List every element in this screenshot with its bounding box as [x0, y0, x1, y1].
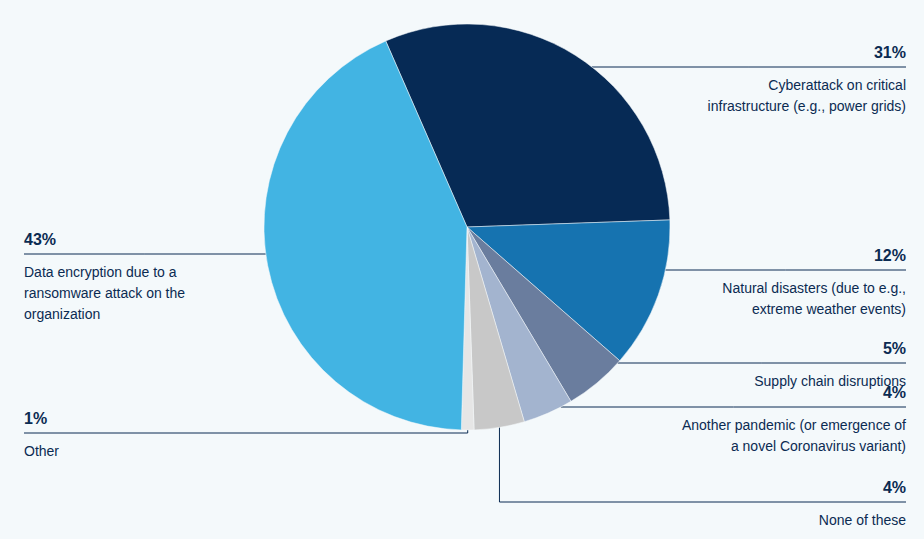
svg-text:5%: 5% — [883, 340, 906, 357]
svg-text:a novel Coronavirus variant): a novel Coronavirus variant) — [731, 438, 906, 454]
svg-text:organization: organization — [24, 306, 100, 322]
svg-text:4%: 4% — [883, 384, 906, 401]
svg-text:31%: 31% — [874, 44, 906, 61]
svg-text:infrastructure (e.g., power gr: infrastructure (e.g., power grids) — [708, 98, 906, 114]
svg-text:extreme weather events): extreme weather events) — [752, 301, 906, 317]
svg-text:43%: 43% — [24, 231, 56, 248]
svg-text:Data encryption due to a: Data encryption due to a — [24, 264, 177, 280]
svg-text:ransomware attack on the: ransomware attack on the — [24, 285, 185, 301]
svg-text:None of these: None of these — [819, 512, 906, 528]
svg-text:Natural disasters (due to e.g.: Natural disasters (due to e.g., — [722, 280, 906, 296]
svg-text:Supply chain disruptions: Supply chain disruptions — [754, 372, 906, 389]
svg-text:Another pandemic (or emergence: Another pandemic (or emergence of — [682, 417, 906, 433]
svg-text:12%: 12% — [874, 247, 906, 264]
svg-text:4%: 4% — [883, 479, 906, 496]
svg-text:1%: 1% — [24, 410, 47, 427]
svg-text:Other: Other — [24, 443, 59, 459]
svg-text:Cyberattack on critical: Cyberattack on critical — [768, 77, 906, 93]
